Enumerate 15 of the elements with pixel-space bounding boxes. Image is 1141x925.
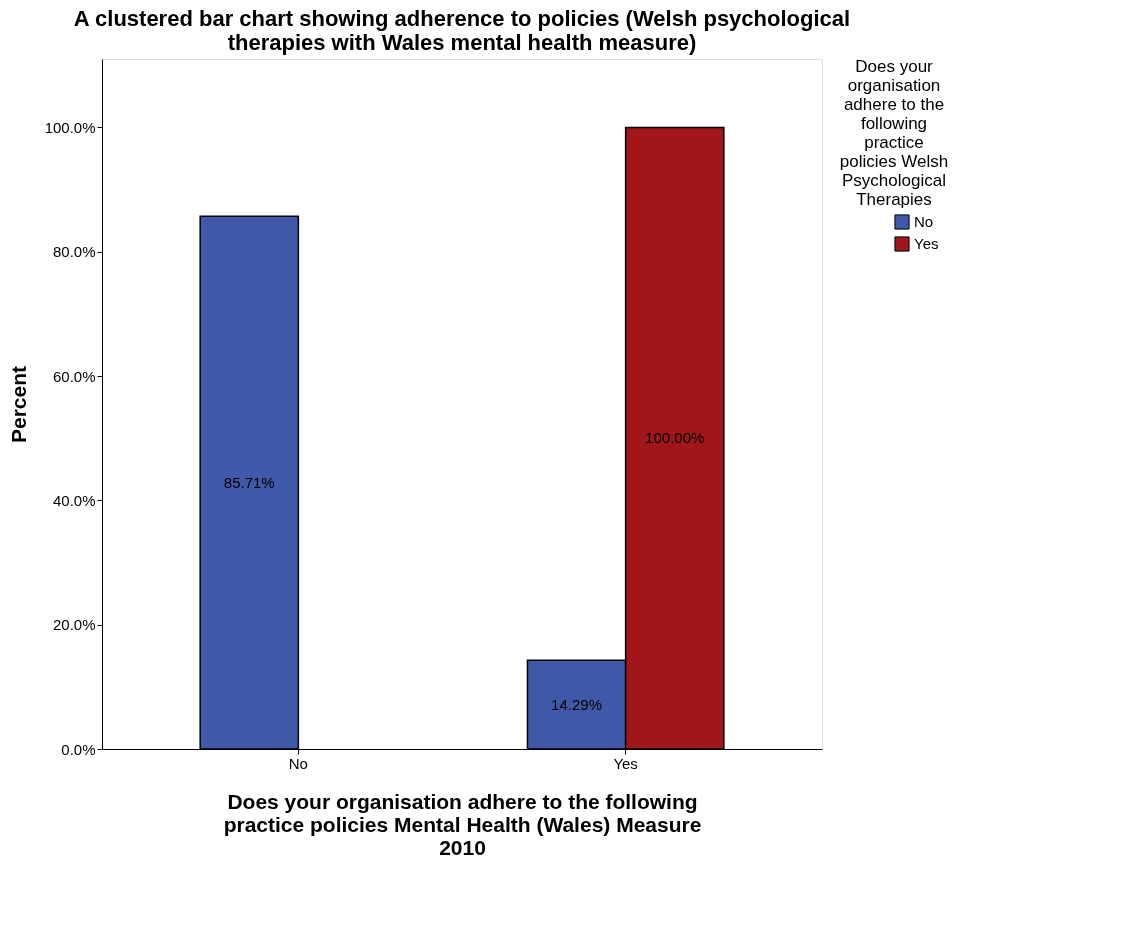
y-tick-label: 100.0%	[44, 118, 96, 136]
legend-title: Does your organisation adhere to the following practice policies Welsh Psychological Therapies	[839, 57, 949, 209]
y-tick-label: 60.0%	[52, 367, 96, 385]
chart-title: A clustered bar chart showing adherence to policies (Welsh psychological therapies with Wales mental health measure)	[73, 6, 851, 55]
data-label: 14.29%	[551, 695, 602, 713]
y-tick-label: 80.0%	[52, 243, 96, 261]
y-axis-title: Percent	[6, 365, 30, 444]
y-tick-label: 40.0%	[52, 491, 96, 509]
legend-label: Yes	[914, 235, 939, 252]
x-axis-title: Does your organisation adhere to the following practice policies Mental Health (Wales) Measure 2010	[223, 789, 702, 859]
y-tick-label: 0.0%	[61, 740, 96, 758]
data-label: 85.71%	[223, 473, 275, 491]
legend-label: No	[914, 213, 934, 230]
data-label: 100.00%	[645, 429, 705, 447]
y-tick-label: 20.0%	[52, 616, 96, 634]
